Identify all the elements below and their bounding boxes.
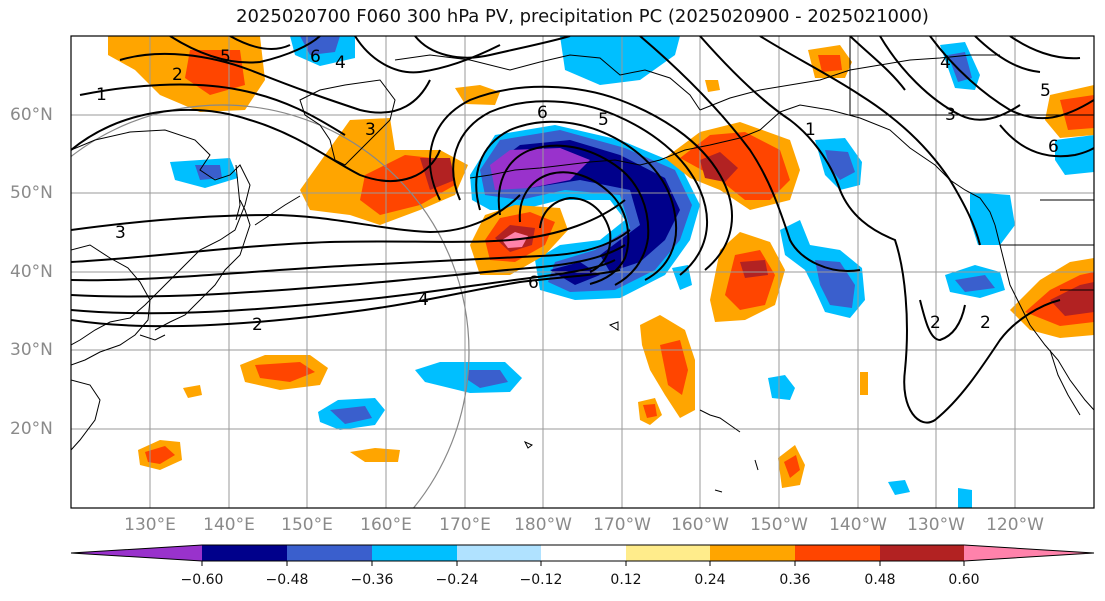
colorbar-tick-label: 0.36	[779, 572, 811, 588]
colorbar-segment	[964, 545, 1094, 561]
precip-blob-negative	[955, 275, 995, 292]
precip-blob-positive	[740, 260, 768, 278]
lat-label: 30°N	[10, 340, 53, 360]
contour-label: 1	[96, 85, 107, 105]
lon-label: 170°W	[593, 515, 651, 535]
precip-blob-positive	[350, 448, 400, 462]
precip-blob-negative	[195, 165, 222, 180]
contour-label: 5	[598, 110, 609, 130]
contour-label: 2	[172, 65, 183, 85]
precip-blob-positive	[643, 404, 657, 418]
precip-blob-positive	[860, 372, 868, 395]
precip-blob-negative	[300, 36, 340, 55]
precip-blob-positive	[255, 362, 315, 382]
precip-blob-negative	[958, 488, 972, 508]
lat-label: 20°N	[10, 419, 53, 439]
lon-label: 160°E	[360, 515, 412, 535]
colorbar-tick-label: −0.36	[350, 572, 394, 588]
precip-blob-positive	[818, 55, 842, 72]
contour-label: 6	[537, 103, 548, 123]
colorbar-segment	[710, 545, 795, 561]
contour-label: 3	[945, 105, 956, 125]
precip-blob-negative	[330, 406, 372, 424]
lon-label: 130°E	[124, 515, 176, 535]
colorbar-segment	[795, 545, 880, 561]
contour-label: 3	[115, 223, 126, 243]
precip-blob-negative	[888, 480, 910, 495]
colorbar-segment	[541, 545, 626, 561]
lat-label: 50°N	[10, 183, 53, 203]
lon-label: 140°E	[203, 515, 255, 535]
colorbar-segment	[71, 545, 202, 561]
contour-label: 6	[1048, 137, 1059, 157]
precip-blob-positive	[660, 340, 688, 395]
colorbar-tick-label: −0.60	[180, 572, 224, 588]
contour-label: 2	[930, 313, 941, 333]
lon-label: 140°W	[829, 515, 887, 535]
colorbar-segment	[626, 545, 710, 561]
colorbar	[70, 544, 1095, 566]
contour-label: 4	[335, 53, 346, 73]
contour-label-group: 1 2 3 4 5 6 6 5 4 6 2 1 2 3 4 5 6 3 2	[96, 47, 1059, 335]
precip-blob-negative	[560, 36, 680, 85]
precip-blob-positive	[784, 455, 800, 478]
contour-label: 1	[805, 120, 816, 140]
map-area: 1 2 3 4 5 6 6 5 4 6 2 1 2 3 4 5 6 3 2	[71, 36, 1094, 508]
coastlines	[71, 36, 1094, 493]
range-circle	[71, 104, 470, 508]
lon-label: 180°W	[514, 515, 572, 535]
contour-label: 6	[310, 47, 321, 67]
colorbar-segment	[880, 545, 964, 561]
colorbar-tick-label: −0.12	[519, 572, 563, 588]
lon-label: 150°E	[281, 515, 333, 535]
colorbar-segment	[202, 545, 287, 561]
lat-label: 40°N	[10, 262, 53, 282]
colorbar-tick-label: 0.24	[694, 572, 726, 588]
lon-label: 130°W	[907, 515, 965, 535]
map-title: 2025020700 F060 300 hPa PV, precipitatio…	[236, 6, 929, 27]
lon-label: 170°E	[439, 515, 491, 535]
contour-label: 6	[528, 273, 539, 293]
contour-label: 5	[220, 47, 231, 67]
precip-blob-positive	[1060, 95, 1094, 130]
lon-label: 150°W	[750, 515, 808, 535]
colorbar-tick-label: 0.60	[948, 572, 980, 588]
contour-label: 5	[1040, 81, 1051, 101]
lon-label: 160°W	[671, 515, 729, 535]
lat-label: 60°N	[10, 105, 53, 125]
precip-blob-negative	[825, 150, 855, 180]
contour-label: 4	[418, 290, 429, 310]
colorbar-tick-label: 0.12	[610, 572, 642, 588]
precip-blob-positive	[183, 385, 202, 398]
contour-label: 2	[252, 315, 263, 335]
precip-blob-negative	[768, 375, 795, 400]
lon-label: 120°W	[986, 515, 1044, 535]
pv-contours	[71, 36, 1094, 424]
colorbar-segment	[287, 545, 372, 561]
colorbar-tick-label: −0.24	[435, 572, 479, 588]
contour-label: 2	[980, 313, 991, 333]
contour-label: 4	[940, 53, 951, 73]
map-frame	[70, 35, 1095, 509]
colorbar-segment	[372, 545, 457, 561]
precip-blob-negative	[948, 52, 972, 82]
colorbar-segment	[457, 545, 541, 561]
precip-blob-negative	[468, 370, 508, 388]
colorbar-tick-label: 0.48	[864, 572, 896, 588]
precip-blob-positive	[705, 80, 720, 92]
contour-label: 3	[365, 120, 376, 140]
precip-blob-positive	[455, 85, 500, 105]
colorbar-tick-label: −0.48	[265, 572, 309, 588]
precip-blob-positive	[145, 446, 175, 464]
precip-blob-negative	[672, 265, 692, 290]
